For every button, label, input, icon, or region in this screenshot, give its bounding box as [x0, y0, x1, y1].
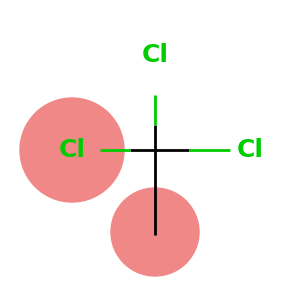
- Text: Cl: Cl: [58, 138, 85, 162]
- Circle shape: [20, 98, 124, 202]
- Text: Cl: Cl: [236, 138, 263, 162]
- Circle shape: [111, 188, 199, 276]
- Text: Cl: Cl: [142, 43, 169, 67]
